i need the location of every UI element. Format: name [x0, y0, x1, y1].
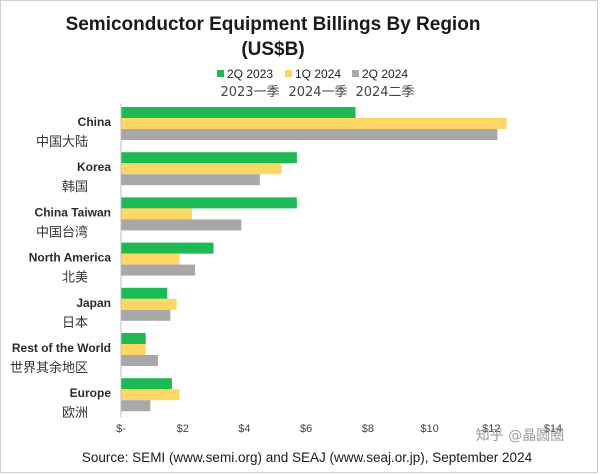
category-label-cn-3: 北美: [62, 271, 88, 286]
bar-1-0: [121, 152, 297, 164]
category-label-cn-5: 世界其余地区: [10, 360, 88, 376]
legend-label-cn-2: 2024二季: [355, 85, 414, 100]
bar-4-2: [121, 309, 171, 321]
legend-label-cn-0: 2023一季: [220, 85, 279, 100]
plot-area: China 中国大陆 Korea 韩国 China Taiwan 中国台湾 North Am…: [10, 107, 507, 421]
category-label-2: China Taiwan: [35, 205, 111, 219]
x-tick-label-1: $2: [177, 423, 189, 435]
legend-label-1: 1Q 2024: [295, 67, 341, 81]
category-label-6: Europe: [70, 386, 112, 400]
bar-6-0: [121, 378, 172, 390]
bar-2-2: [121, 219, 242, 231]
bar-0-1: [121, 118, 507, 129]
bar-2-0: [121, 197, 297, 209]
x-tick-label-0: $-: [116, 423, 126, 435]
bar-2-1: [121, 208, 192, 220]
category-label-4: Japan: [76, 296, 111, 310]
bar-0-2: [121, 129, 498, 140]
bar-1-2: [121, 174, 260, 186]
category-label-cn-2: 中国台湾: [36, 224, 88, 240]
category-label-cn-0: 中国大陆: [36, 134, 88, 150]
source-note: Source: SEMI (www.semi.org) and SEAJ (ww…: [82, 450, 533, 465]
chart-subtitle: (US$B): [241, 39, 304, 60]
category-label-cn-1: 韩国: [62, 180, 88, 195]
legend-swatch-1: [285, 70, 292, 77]
category-label-3: North America: [29, 251, 112, 265]
category-label-5: Rest of the World: [12, 341, 111, 355]
bar-6-2: [121, 400, 151, 412]
x-tick-label-6: $12: [482, 423, 500, 435]
bar-4-0: [121, 287, 168, 299]
bar-4-1: [121, 298, 177, 310]
chart-title: Semiconductor Equipment Billings By Regi…: [66, 14, 481, 35]
bar-5-2: [121, 355, 159, 366]
x-tick-label-5: $10: [420, 423, 438, 435]
category-label-0: China: [78, 115, 112, 129]
bar-3-0: [121, 242, 214, 254]
bar-3-2: [121, 264, 196, 276]
x-tick-label-2: $4: [238, 423, 250, 435]
legend-label-2: 2Q 2024: [362, 67, 408, 81]
category-label-1: Korea: [77, 160, 111, 174]
category-label-cn-4: 日本: [62, 316, 88, 331]
bar-0-0: [121, 107, 356, 118]
x-tick-label-4: $8: [362, 423, 374, 435]
legend: 2Q 2023 2023一季 1Q 2024 2024一季 2Q 2024 2024二季: [217, 67, 415, 100]
legend-label-cn-1: 2024一季: [288, 85, 347, 100]
x-tick-label-3: $6: [300, 423, 312, 435]
legend-swatch-2: [352, 70, 359, 77]
bar-5-1: [121, 344, 146, 355]
x-tick-label-7: $14: [544, 423, 562, 435]
bar-1-1: [121, 163, 282, 175]
bar-5-0: [121, 333, 146, 344]
legend-label-0: 2Q 2023: [227, 67, 273, 81]
legend-swatch-0: [217, 70, 224, 77]
watermark: 知乎 @晶圆圈: [476, 427, 564, 444]
bar-6-1: [121, 389, 180, 401]
category-label-cn-6: 欧洲: [62, 406, 88, 421]
bar-3-1: [121, 253, 180, 265]
x-axis: $- $2 $4 $6 $8 $10 $12 $14: [116, 104, 562, 435]
